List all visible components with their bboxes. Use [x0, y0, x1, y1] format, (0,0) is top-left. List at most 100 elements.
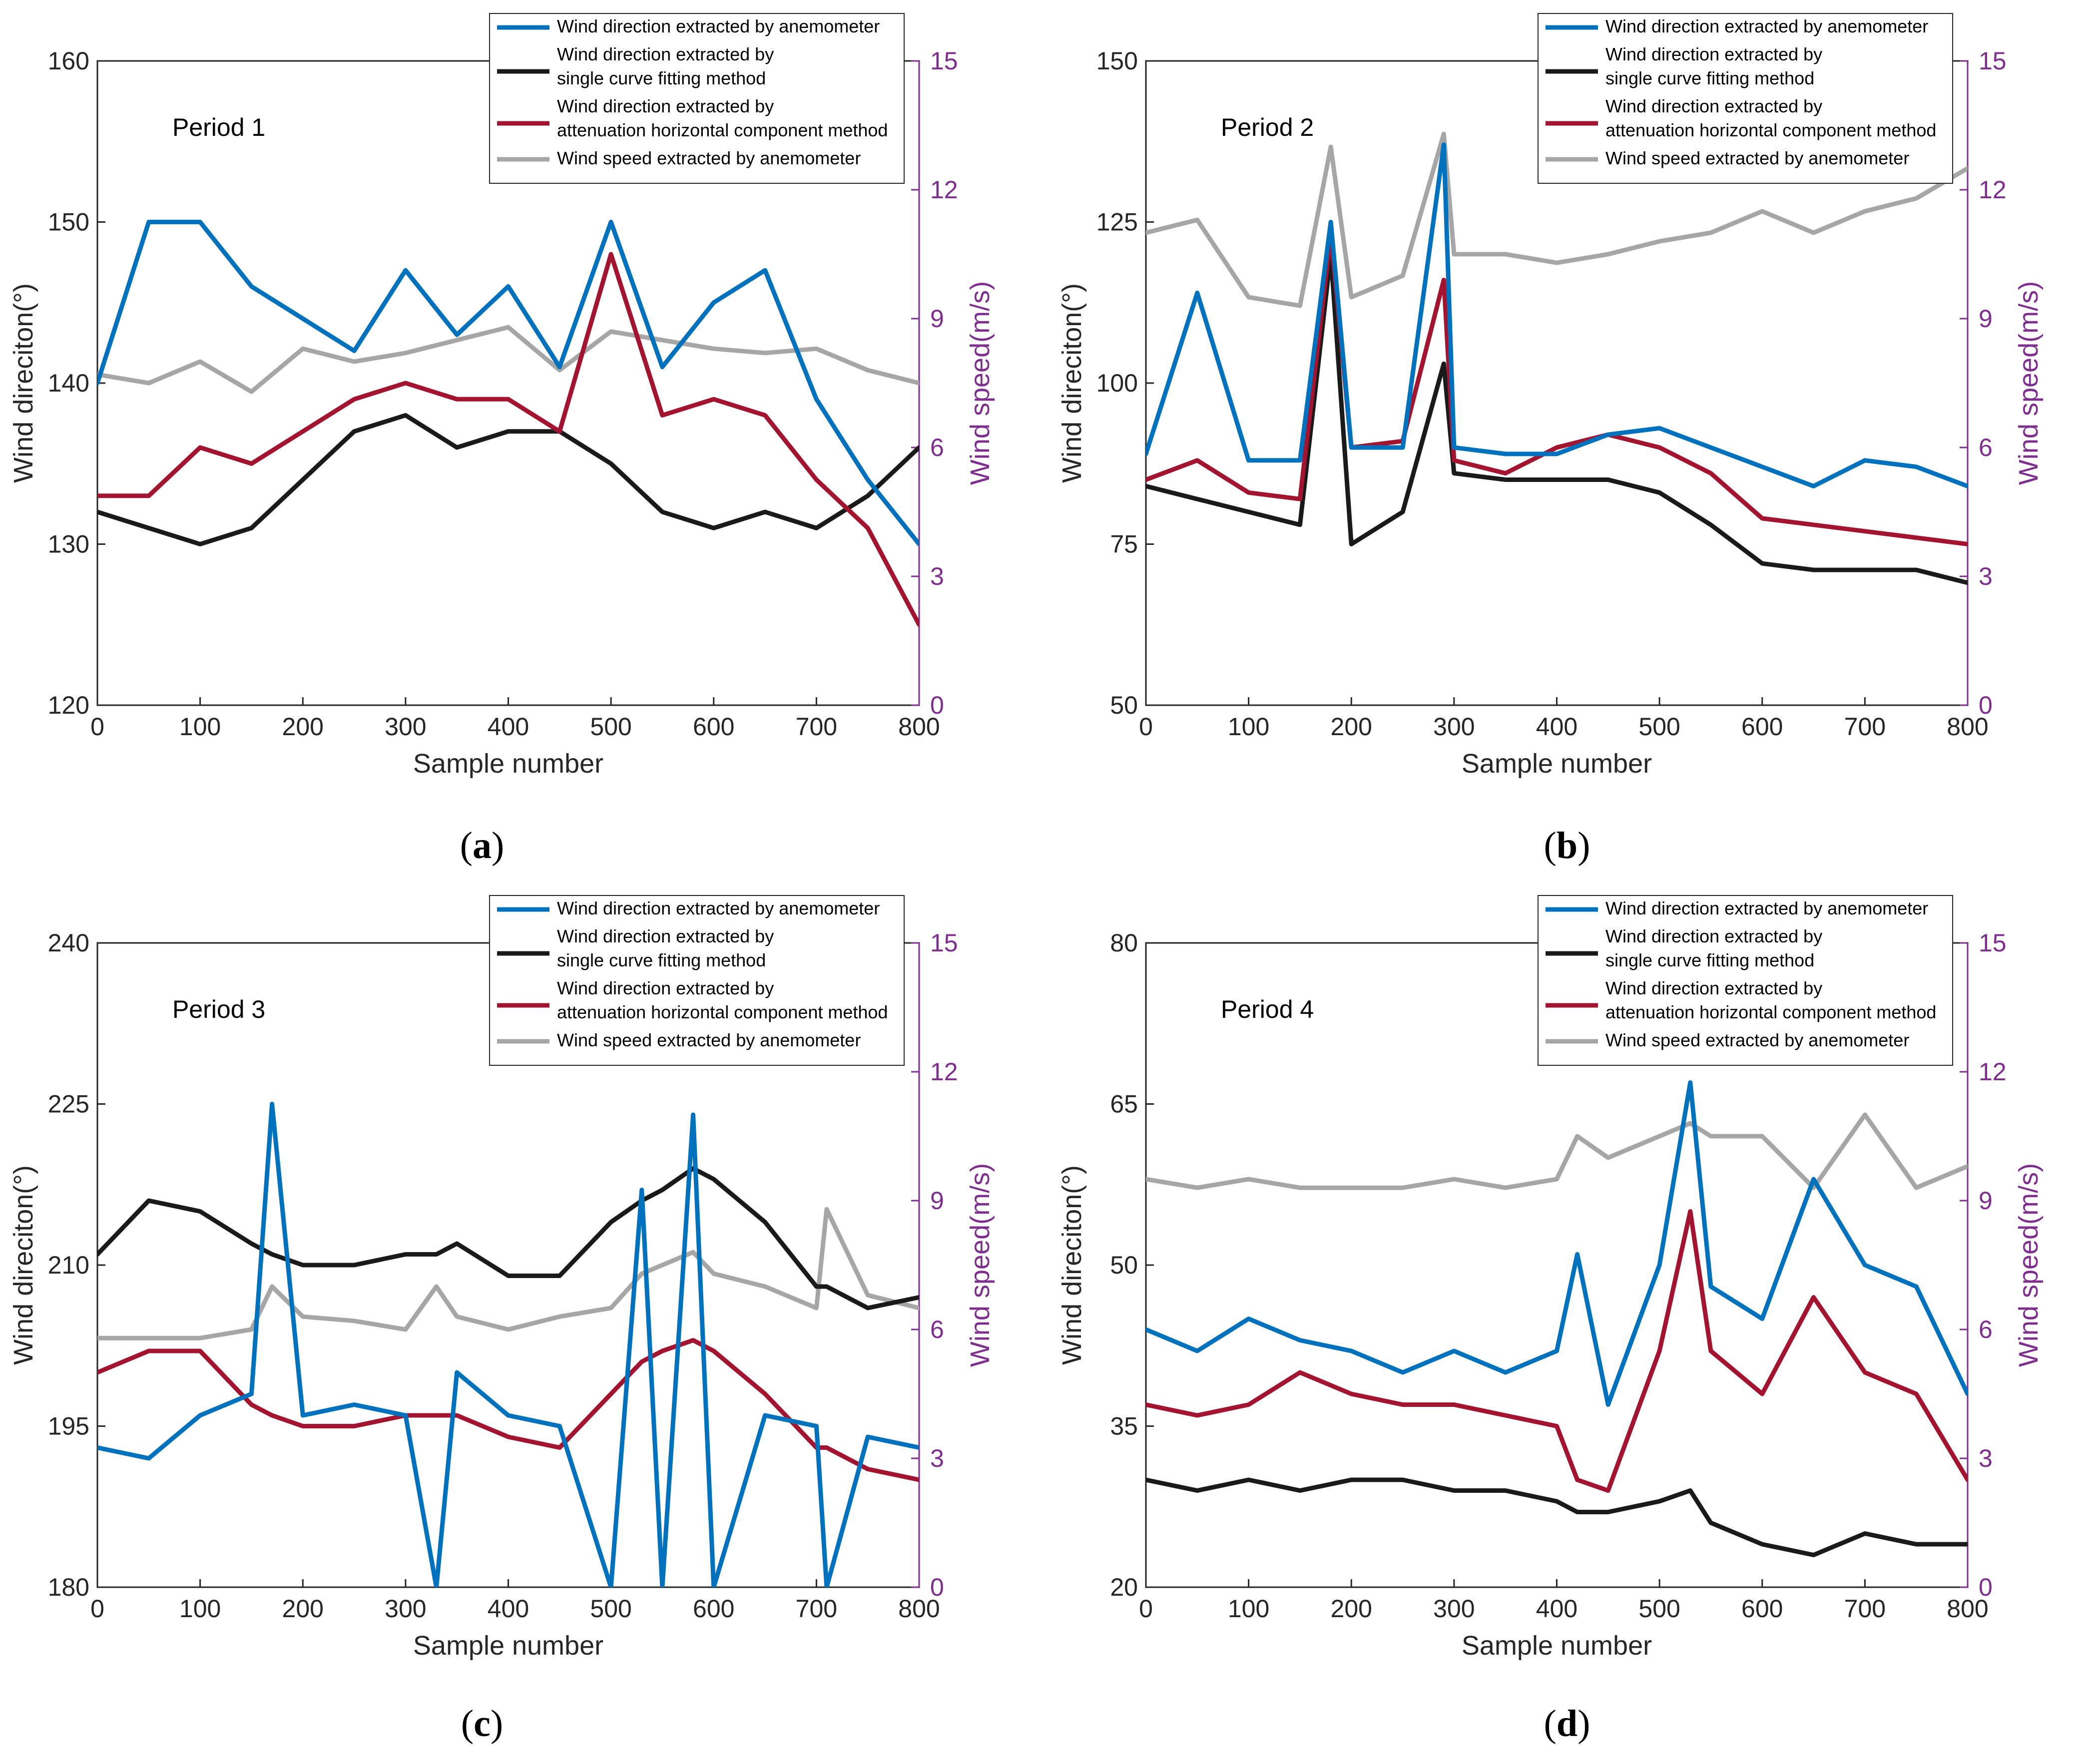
y-left-tick-label: 120: [48, 691, 89, 719]
y-left-axis-label: Wind direciton(°): [8, 283, 38, 483]
y-right-tick-label: 12: [1979, 1058, 2007, 1086]
y-left-axis-label: Wind direciton(°): [1057, 1165, 1087, 1365]
caption-d: (d): [1544, 1703, 1590, 1745]
x-tick-label: 400: [1536, 713, 1577, 741]
legend-label: Wind direction extracted by anemometer: [557, 898, 880, 918]
x-tick-label: 700: [1844, 713, 1886, 741]
y-right-axis-label: Wind speed(m/s): [965, 1163, 995, 1367]
chart-svg-period-1: 0 100 200 300 400 500 600 700 800120130140150160…: [8, 13, 995, 779]
y-right-tick-label: 3: [930, 1444, 944, 1472]
y-left-tick-label: 180: [48, 1573, 89, 1601]
x-tick-label: 800: [1947, 713, 1988, 741]
legend-box: [489, 13, 905, 184]
y-left-tick-label: 65: [1110, 1090, 1138, 1118]
x-tick-label: 0: [1139, 1595, 1153, 1623]
y-right-tick-label: 12: [930, 1058, 958, 1086]
chart-svg-period-2: 0 100 200 300 400 500 600 700 800 50 75 100 125 150 0 3…: [1057, 13, 2044, 779]
y-left-tick-label: 80: [1110, 929, 1138, 957]
legend-label: Wind direction extracted by: [557, 926, 774, 946]
x-tick-label: 400: [1536, 1595, 1577, 1623]
legend-label: attenuation horizontal component method: [1605, 1002, 1936, 1022]
y-right-tick-label: 9: [930, 305, 944, 333]
x-tick-label: 700: [796, 1595, 837, 1623]
y-left-tick-label: 35: [1110, 1412, 1138, 1440]
y-right-tick-label: 9: [1979, 305, 1993, 333]
y-right-tick-label: 6: [1979, 434, 1993, 461]
legend-label: Wind direction extracted by: [1605, 44, 1822, 64]
y-right-axis-label: Wind speed(m/s): [965, 281, 995, 485]
y-right-tick-label: 15: [1979, 47, 2007, 75]
x-tick-label: 300: [1433, 713, 1475, 741]
x-tick-label: 300: [385, 713, 426, 741]
y-left-tick-label: 195: [48, 1412, 89, 1440]
y-right-axis-label: Wind speed(m/s): [2014, 1163, 2044, 1367]
chart-panel-period-3: 0 100 200 300 400 500 600 700 800 180 195 210 225 240…: [0, 882, 1048, 1764]
y-left-axis-label: Wind direciton(°): [8, 1165, 38, 1365]
x-tick-label: 800: [898, 713, 940, 741]
x-tick-label: 100: [179, 713, 221, 741]
x-tick-label: 600: [1741, 713, 1783, 741]
x-tick-label: 500: [1638, 713, 1680, 741]
y-left-tick-label: 225: [48, 1090, 89, 1118]
x-tick-label: 700: [796, 713, 837, 741]
x-tick-label: 200: [282, 713, 324, 741]
legend-label: Wind direction extracted by anemometer: [557, 16, 880, 36]
legend-label: attenuation horizontal component method: [1605, 120, 1936, 140]
y-left-tick-label: 140: [48, 369, 89, 397]
x-tick-label: 600: [1741, 1595, 1783, 1623]
legend-label: attenuation horizontal component method: [557, 120, 888, 140]
y-left-tick-label: 160: [48, 47, 89, 75]
x-tick-label: 500: [590, 1595, 631, 1623]
y-left-tick-label: 75: [1110, 530, 1138, 558]
y-right-tick-label: 12: [1979, 176, 2007, 204]
legend-label: Wind direction extracted by: [557, 978, 774, 998]
x-tick-label: 100: [1228, 1595, 1269, 1623]
legend-label: Wind direction extracted by: [1605, 978, 1822, 998]
legend-label: attenuation horizontal component method: [557, 1002, 888, 1022]
legend-box: [1538, 895, 1953, 1066]
legend-label: Wind direction extracted by: [1605, 96, 1822, 116]
y-right-tick-label: 12: [930, 176, 958, 204]
legend-label: single curve fitting method: [557, 68, 766, 88]
chart-panel-period-1: 0 100 200 300 400 500 600 700 800 120 130 140 150 160…: [0, 0, 1048, 882]
y-left-tick-label: 125: [1096, 208, 1138, 236]
legend-label: Wind direction extracted by anemometer: [1605, 898, 1928, 918]
x-tick-label: 800: [898, 1595, 940, 1623]
x-tick-label: 0: [1139, 713, 1153, 741]
chart-panel-period-2: 0 100 200 300 400 500 600 700 800 50 75 100 125 150 0 3…: [1048, 0, 2097, 882]
y-right-tick-label: 6: [930, 1316, 944, 1343]
x-tick-label: 600: [693, 1595, 734, 1623]
legend-label: Wind speed extracted by anemometer: [1605, 1030, 1909, 1050]
y-right-tick-label: 3: [930, 562, 944, 590]
legend-label: Wind direction extracted by: [1605, 926, 1822, 946]
x-tick-label: 400: [488, 713, 529, 741]
y-left-tick-label: 130: [48, 530, 89, 558]
x-tick-label: 600: [693, 713, 734, 741]
x-tick-label: 300: [1433, 1595, 1475, 1623]
period-label: Period 3: [172, 995, 265, 1023]
y-left-tick-label: 50: [1110, 691, 1138, 719]
y-left-tick-label: 240: [48, 929, 89, 957]
period-label: Period 1: [172, 113, 265, 141]
legend-label: single curve fitting method: [1605, 950, 1814, 970]
y-right-tick-label: 3: [1979, 562, 1993, 590]
x-tick-label: 300: [385, 1595, 426, 1623]
x-tick-label: 100: [179, 1595, 221, 1623]
caption-b: (b): [1544, 825, 1590, 867]
y-right-tick-label: 3: [1979, 1444, 1993, 1472]
x-tick-label: 400: [488, 1595, 529, 1623]
legend-label: Wind direction extracted by: [557, 96, 774, 116]
x-tick-label: 0: [90, 1595, 104, 1623]
y-left-tick-label: 150: [48, 208, 89, 236]
caption-c: (c): [461, 1703, 504, 1745]
y-right-axis-label: Wind speed(m/s): [2014, 281, 2044, 485]
x-tick-label: 100: [1228, 713, 1269, 741]
legend-label: Wind speed extracted by anemometer: [557, 1030, 861, 1050]
y-left-tick-label: 210: [48, 1251, 89, 1279]
legend-label: Wind direction extracted by anemometer: [1605, 16, 1928, 36]
x-axis-label: Sample number: [413, 749, 603, 779]
legend-label: single curve fitting method: [557, 950, 766, 970]
y-right-tick-label: 0: [930, 691, 944, 719]
chart-panel-period-4: 0 100 200 300 400 500 600 700 800 20 35 50 65 80 0 3 6 9 1…: [1048, 882, 2097, 1764]
chart-svg-period-4: 0 100 200 300 400 500 600 700 800203550658003691…: [1057, 895, 2044, 1661]
